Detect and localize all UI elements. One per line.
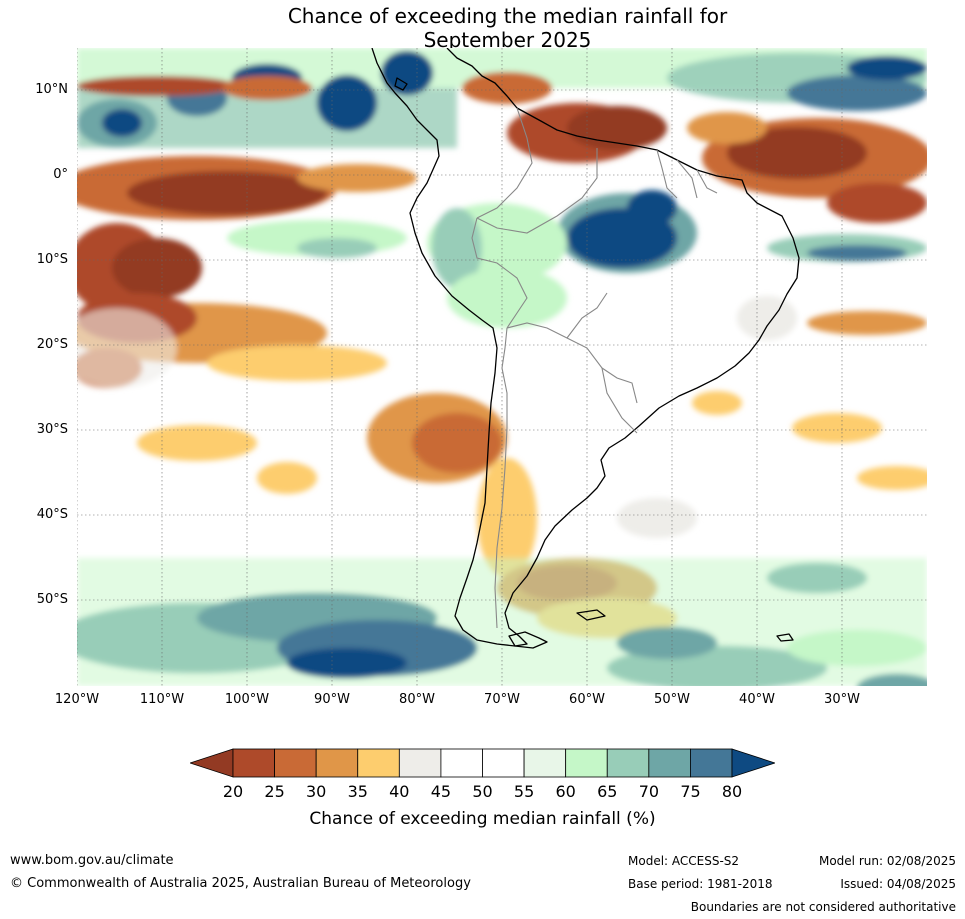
map-title: Chance of exceeding the median rainfall …	[0, 4, 965, 52]
colorbar-bin	[357, 748, 400, 778]
colorbar-tick: 20	[222, 782, 244, 801]
colorbar-tick: 25	[264, 782, 285, 801]
lon-label-40w: 40°W	[739, 692, 775, 707]
colorbar-label: Chance of exceeding median rainfall (%)	[309, 809, 656, 829]
lon-label-70w: 70°W	[484, 692, 520, 707]
colorbar-arrow-high	[731, 748, 777, 778]
colorbar-bin	[232, 748, 275, 778]
lat-label-30s: 30°S	[36, 422, 68, 437]
colorbar-tick: 80	[721, 782, 743, 801]
issued-info: Issued: 04/08/2025	[840, 877, 956, 891]
lon-label-100w: 100°W	[224, 692, 270, 707]
colorbar-arrow-low	[188, 748, 234, 778]
map-title-line1: Chance of exceeding the median rainfall …	[287, 4, 728, 28]
colorbar-tick: 45	[430, 782, 452, 801]
lat-label-50s: 50°S	[36, 592, 68, 607]
lat-label-10n: 10°N	[35, 82, 68, 97]
model-run-info: Model run: 02/08/2025	[818, 854, 956, 868]
lon-label-90w: 90°W	[314, 692, 350, 707]
colorbar-bin	[523, 748, 567, 778]
graticule	[77, 48, 927, 686]
lon-label-80w: 80°W	[399, 692, 435, 707]
colorbar-tick: 30	[306, 782, 327, 801]
colorbar-tick: 35	[347, 782, 368, 801]
lon-label-60w: 60°W	[569, 692, 605, 707]
colorbar-swatches	[188, 748, 777, 778]
lat-label-10s: 10°S	[36, 252, 68, 267]
colorbar-tick: 55	[513, 782, 535, 801]
lon-label-110w: 110°W	[139, 692, 185, 707]
map-canvas	[77, 48, 927, 686]
lat-label-0: 0°	[53, 167, 68, 182]
colorbar-tick: 60	[555, 782, 576, 801]
lon-label-30w: 30°W	[824, 692, 860, 707]
colorbar	[188, 745, 777, 785]
lon-label-50w: 50°W	[654, 692, 690, 707]
coastline	[371, 48, 800, 649]
colorbar-bin	[398, 748, 442, 778]
country-boundaries	[471, 107, 718, 629]
colorbar-tick: 40	[389, 782, 410, 801]
rainfall-probability-map	[77, 48, 927, 686]
model-info: Model: ACCESS-S2	[628, 854, 740, 868]
base-period-info: Base period: 1981-2018	[628, 877, 773, 891]
colorbar-bin	[606, 748, 650, 778]
colorbar-tick: 70	[638, 782, 660, 801]
lon-label-120w: 120°W	[54, 692, 100, 707]
colorbar-bin	[690, 748, 733, 778]
website-link[interactable]: www.bom.gov.au/climate	[10, 853, 174, 868]
colorbar-bin	[482, 748, 525, 778]
colorbar-bin	[648, 748, 691, 778]
colorbar-bin	[565, 748, 608, 778]
lat-label-40s: 40°S	[36, 507, 68, 522]
colorbar-bin	[315, 748, 359, 778]
colorbar-tick: 50	[472, 782, 493, 801]
colorbar-tick: 65	[597, 782, 618, 801]
colorbar-bin	[274, 748, 317, 778]
colorbar-tick: 75	[680, 782, 701, 801]
lat-label-20s: 20°S	[36, 337, 68, 352]
boundaries-disclaimer: Boundaries are not considered authoritat…	[690, 900, 956, 914]
copyright-text: © Commonwealth of Australia 2025, Austra…	[10, 876, 471, 891]
colorbar-bin	[440, 748, 483, 778]
